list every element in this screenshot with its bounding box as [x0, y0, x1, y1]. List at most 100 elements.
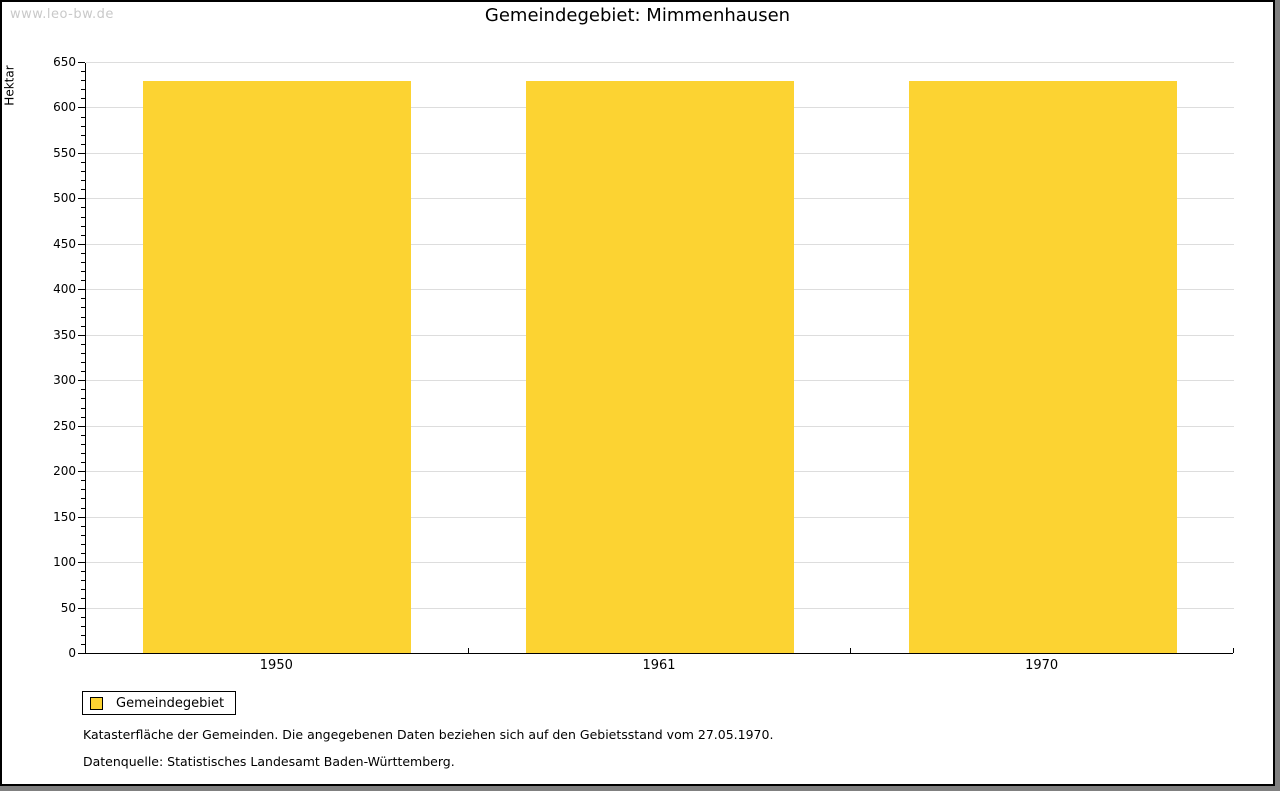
y-minor-tick-230: [81, 444, 85, 445]
x-boundary-tick-2: [850, 648, 851, 653]
y-minor-tick-260: [81, 417, 85, 418]
y-minor-tick-590: [81, 117, 85, 118]
y-minor-tick-160: [81, 508, 85, 509]
footnote-source: Datenquelle: Statistisches Landesamt Bad…: [83, 754, 455, 769]
y-minor-tick-110: [81, 553, 85, 554]
y-minor-tick-140: [81, 526, 85, 527]
bar-1961: [526, 81, 794, 653]
y-major-tick-400: [78, 289, 85, 290]
y-major-tick-250: [78, 426, 85, 427]
x-boundary-tick-1: [468, 648, 469, 653]
y-minor-tick-540: [81, 162, 85, 163]
y-minor-tick-90: [81, 571, 85, 572]
y-major-tick-0: [78, 653, 85, 654]
y-tick-label-200: 200: [53, 464, 76, 478]
y-tick-label-550: 550: [53, 146, 76, 160]
y-minor-tick-210: [81, 462, 85, 463]
y-minor-tick-120: [81, 544, 85, 545]
y-minor-tick-610: [81, 98, 85, 99]
y-major-tick-50: [78, 608, 85, 609]
y-minor-tick-410: [81, 280, 85, 281]
y-minor-tick-190: [81, 480, 85, 481]
y-major-tick-450: [78, 244, 85, 245]
legend-label: Gemeindegebiet: [116, 695, 225, 711]
y-minor-tick-390: [81, 298, 85, 299]
y-minor-tick-60: [81, 598, 85, 599]
y-tick-label-250: 250: [53, 419, 76, 433]
y-tick-label-150: 150: [53, 510, 76, 524]
y-minor-tick-640: [81, 71, 85, 72]
chart-title: Gemeindegebiet: Mimmenhausen: [484, 5, 791, 26]
y-major-tick-100: [78, 562, 85, 563]
y-minor-tick-170: [81, 498, 85, 499]
watermark-text: www.leo-bw.de: [10, 7, 114, 22]
y-minor-tick-30: [81, 626, 85, 627]
y-minor-tick-580: [81, 126, 85, 127]
y-minor-tick-80: [81, 580, 85, 581]
y-minor-tick-370: [81, 317, 85, 318]
y-minor-tick-430: [81, 262, 85, 263]
y-major-tick-550: [78, 153, 85, 154]
y-major-tick-350: [78, 335, 85, 336]
y-minor-tick-340: [81, 344, 85, 345]
y-minor-tick-570: [81, 135, 85, 136]
y-tick-label-350: 350: [53, 328, 76, 342]
y-minor-tick-40: [81, 617, 85, 618]
legend-swatch-gemeindegebiet: [90, 696, 103, 710]
y-minor-tick-280: [81, 398, 85, 399]
y-minor-tick-240: [81, 435, 85, 436]
y-minor-tick-490: [81, 207, 85, 208]
gridline-650: [86, 62, 1234, 63]
y-minor-tick-360: [81, 326, 85, 327]
y-minor-tick-180: [81, 489, 85, 490]
footnote-data-note: Katasterfläche der Gemeinden. Die angege…: [83, 727, 774, 742]
y-minor-tick-70: [81, 589, 85, 590]
bar-1950: [143, 81, 411, 653]
y-minor-tick-620: [81, 89, 85, 90]
y-minor-tick-480: [81, 217, 85, 218]
bar-1970: [909, 81, 1177, 653]
y-tick-label-300: 300: [53, 373, 76, 387]
y-minor-tick-530: [81, 171, 85, 172]
y-minor-tick-130: [81, 535, 85, 536]
y-major-tick-150: [78, 517, 85, 518]
y-minor-tick-270: [81, 408, 85, 409]
y-minor-tick-630: [81, 80, 85, 81]
y-tick-label-50: 50: [60, 601, 76, 615]
y-major-tick-200: [78, 471, 85, 472]
y-minor-tick-320: [81, 362, 85, 363]
y-tick-label-100: 100: [53, 555, 76, 569]
y-minor-tick-510: [81, 189, 85, 190]
y-tick-label-600: 600: [53, 100, 76, 114]
x-category-label-1961: 1961: [642, 658, 676, 673]
y-major-tick-600: [78, 107, 85, 108]
x-category-label-1970: 1970: [1025, 658, 1059, 673]
y-minor-tick-290: [81, 389, 85, 390]
y-minor-tick-560: [81, 144, 85, 145]
y-minor-tick-220: [81, 453, 85, 454]
x-category-label-1950: 1950: [259, 658, 293, 673]
y-minor-tick-470: [81, 226, 85, 227]
y-tick-label-0: 0: [68, 646, 76, 660]
y-minor-tick-330: [81, 353, 85, 354]
y-minor-tick-460: [81, 235, 85, 236]
y-tick-label-450: 450: [53, 237, 76, 251]
y-major-tick-650: [78, 62, 85, 63]
legend-box: Gemeindegebiet: [82, 691, 237, 715]
plot-area: [78, 62, 1234, 654]
y-minor-tick-520: [81, 180, 85, 181]
y-minor-tick-440: [81, 253, 85, 254]
y-minor-tick-20: [81, 635, 85, 636]
y-major-tick-500: [78, 198, 85, 199]
y-tick-label-500: 500: [53, 191, 76, 205]
y-minor-tick-310: [81, 371, 85, 372]
y-minor-tick-420: [81, 271, 85, 272]
y-minor-tick-10: [81, 644, 85, 645]
y-tick-label-400: 400: [53, 282, 76, 296]
y-tick-label-650: 650: [53, 55, 76, 69]
y-major-tick-300: [78, 380, 85, 381]
x-boundary-tick-3: [1233, 648, 1234, 653]
y-minor-tick-380: [81, 307, 85, 308]
